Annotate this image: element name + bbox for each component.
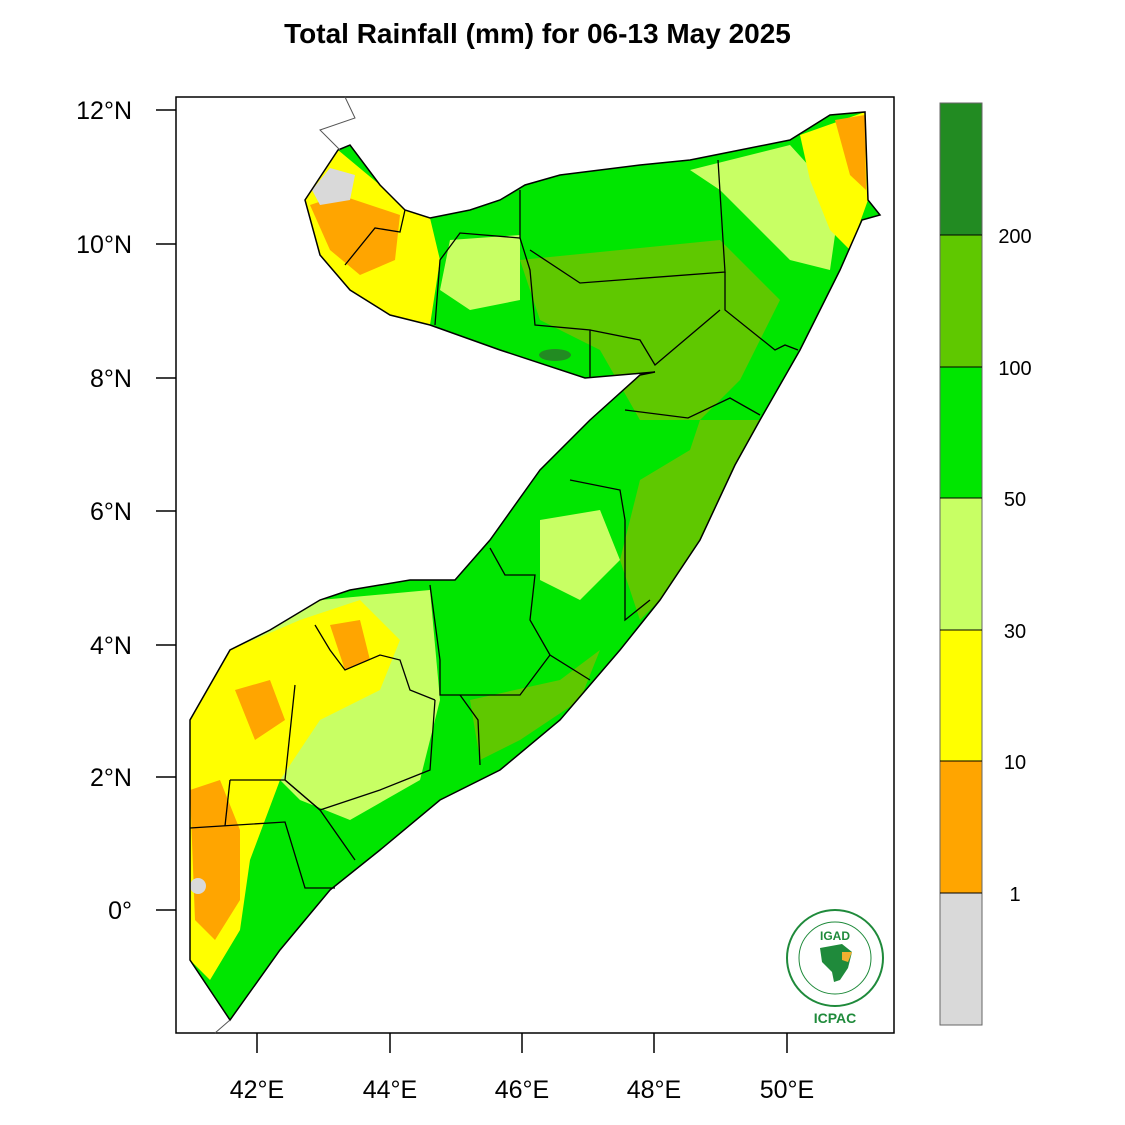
lat-label-2: 2°N — [90, 764, 132, 792]
lon-label-48: 48°E — [627, 1076, 681, 1104]
boundary-nugaal — [624, 397, 761, 419]
lon-label-50: 50°E — [760, 1076, 814, 1104]
lat-label-6: 6°N — [90, 498, 132, 526]
light-green-zone-mid — [540, 510, 620, 600]
boundary-bari — [724, 272, 799, 351]
lat-label-8: 8°N — [90, 365, 132, 393]
boundary-gedo — [230, 699, 436, 811]
neighbour-border-south — [214, 1019, 231, 1034]
colorbar-label-10: 10 — [1004, 752, 1026, 774]
colorbar-label-30: 30 — [1004, 621, 1026, 643]
dark-green-spot — [539, 349, 571, 361]
lat-label-0: 0° — [108, 897, 132, 925]
boundary-middle-juba — [224, 779, 231, 827]
neighbour-border-north — [319, 96, 356, 151]
colorbar-swatch-100-200 — [940, 235, 982, 367]
gray-zone-sw — [190, 878, 206, 894]
colorbar-label-50: 50 — [1004, 489, 1026, 511]
light-green-zone-ne — [690, 145, 840, 270]
lon-label-44: 44°E — [363, 1076, 417, 1104]
lat-label-12: 12°N — [76, 97, 132, 125]
orange-zone-ne-tip — [835, 115, 866, 190]
mid-green-zone-south — [470, 650, 600, 760]
boundary-mudug — [569, 479, 651, 622]
gray-zone-nw — [312, 168, 355, 205]
mid-green-zone-north — [520, 240, 780, 420]
light-green-zone-center — [440, 235, 520, 310]
lat-axis — [156, 109, 176, 911]
colorbar-swatch-below-1 — [940, 893, 982, 1025]
logo-icpac-text: ICPAC — [814, 1010, 857, 1026]
horn-highlight-icon — [842, 952, 852, 962]
lon-label-46: 46°E — [495, 1076, 549, 1104]
boundary-lower-juba — [189, 821, 335, 889]
lon-axis — [256, 1033, 788, 1053]
boundary-middle-shabelle — [459, 694, 481, 766]
logo-igad-text: IGAD — [820, 929, 850, 943]
orange-zone-center-w — [330, 620, 370, 670]
colorbar-swatch-200plus — [940, 103, 982, 235]
colorbar-dividers — [940, 234, 982, 894]
colorbar-label-1: 1 — [1009, 884, 1020, 906]
colorbar-swatch-1-10 — [940, 761, 982, 893]
boundary-hiraan — [429, 584, 551, 696]
colorbar-label-200: 200 — [998, 226, 1031, 248]
lat-label-10: 10°N — [76, 231, 132, 259]
admin-boundaries — [189, 159, 799, 889]
boundary-sanaag — [529, 159, 726, 284]
igad-logo: IGAD ICPAC — [786, 909, 884, 1026]
boundary-bakool — [314, 624, 436, 701]
boundary-galgaduud — [489, 547, 591, 681]
colorbar-label-100: 100 — [998, 358, 1031, 380]
map-title: Total Rainfall (mm) for 06-13 May 2025 — [284, 18, 791, 49]
orange-zone-west — [235, 680, 285, 740]
mid-green-zone-east — [620, 420, 760, 620]
colorbar — [939, 102, 983, 1026]
boundary-awdal — [344, 209, 406, 266]
orange-zone-sw — [190, 780, 240, 940]
lon-label-42: 42°E — [230, 1076, 284, 1104]
boundary-togdheer — [519, 237, 591, 378]
colorbar-swatch-10-30 — [940, 630, 982, 761]
colorbar-swatch-50-100 — [940, 367, 982, 498]
boundary-sool — [589, 309, 721, 366]
colorbar-frame — [939, 102, 983, 1026]
boundary-woqooyi — [434, 190, 521, 326]
orange-zone-nw — [310, 195, 400, 275]
colorbar-swatch-30-50 — [940, 498, 982, 630]
lat-label-4: 4°N — [90, 632, 132, 660]
